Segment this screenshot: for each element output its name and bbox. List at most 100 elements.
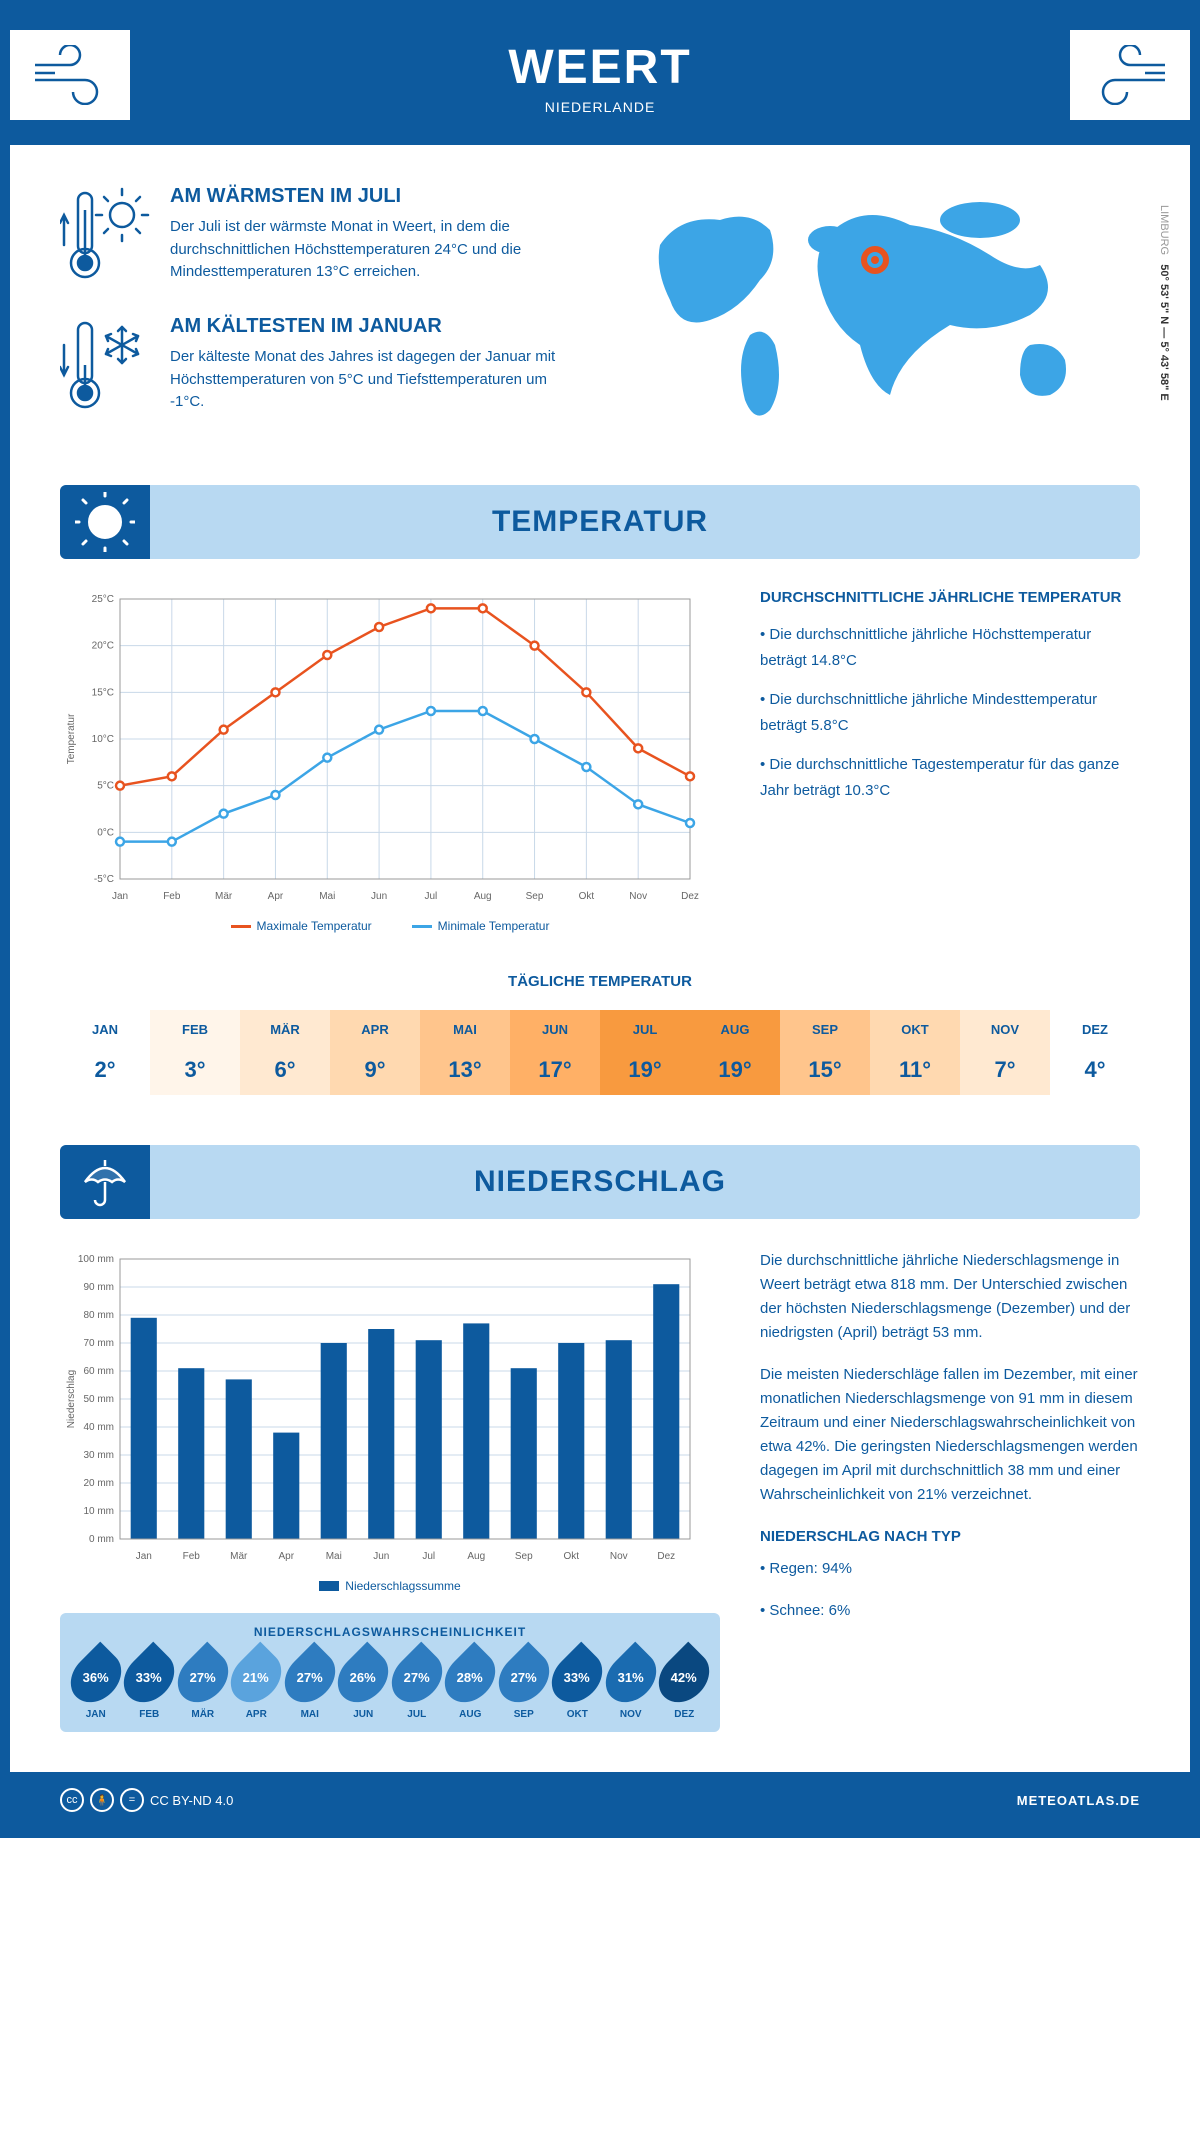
precipitation-bar-chart: 0 mm 10 mm 20 mm 30 mm 40 mm 50 mm 60 mm 70 mm 8… [60, 1249, 720, 1593]
section-title: TEMPERATUR [90, 505, 1110, 539]
world-map: LIMBURG 50° 53' 5" N — 5° 43' 58" E [620, 185, 1140, 445]
svg-text:Nov: Nov [629, 891, 647, 902]
svg-text:Dez: Dez [657, 1551, 675, 1562]
svg-text:80 mm: 80 mm [83, 1310, 114, 1321]
svg-text:10 mm: 10 mm [83, 1506, 114, 1517]
daily-cell: MÄR 6° [240, 1010, 330, 1095]
probability-drop: 31% NOV [607, 1649, 655, 1720]
intro-row: AM WÄRMSTEN IM JULI Der Juli ist der wär… [60, 185, 1140, 445]
svg-text:Jan: Jan [112, 891, 128, 902]
daily-cell: FEB 3° [150, 1010, 240, 1095]
daily-cell: JAN 2° [60, 1010, 150, 1095]
svg-text:5°C: 5°C [97, 781, 114, 792]
svg-text:15°C: 15°C [92, 687, 114, 698]
site-name: METEOATLAS.DE [1017, 1793, 1140, 1808]
header: WEERT NIEDERLANDE [10, 10, 1190, 145]
daily-temp-grid: JAN 2° FEB 3° MÄR 6° APR 9° MAI 13° JUN … [60, 1010, 1140, 1095]
svg-text:Aug: Aug [474, 891, 492, 902]
svg-text:Mär: Mär [215, 891, 233, 902]
coldest-title: AM KÄLTESTEN IM JANUAR [170, 315, 580, 338]
svg-text:-5°C: -5°C [94, 874, 114, 885]
coldest-body: Der kälteste Monat des Jahres ist dagege… [170, 346, 580, 414]
svg-text:70 mm: 70 mm [83, 1338, 114, 1349]
cc-icon: cc [60, 1788, 84, 1812]
svg-text:20°C: 20°C [92, 641, 114, 652]
probability-drop: 36% JAN [72, 1649, 120, 1720]
daily-cell: APR 9° [330, 1010, 420, 1095]
svg-text:Jan: Jan [136, 1551, 152, 1562]
svg-text:Apr: Apr [268, 891, 284, 902]
svg-text:Sep: Sep [526, 891, 544, 902]
section-header-temperature: TEMPERATUR [60, 485, 1140, 559]
probability-drop: 21% APR [233, 1649, 281, 1720]
chart-legend: Maximale Temperatur Minimale Temperatur [60, 919, 720, 933]
umbrella-icon [60, 1145, 150, 1219]
svg-text:25°C: 25°C [92, 594, 114, 605]
page-title: WEERT [30, 40, 1170, 95]
svg-text:100 mm: 100 mm [78, 1254, 114, 1265]
wind-icon [10, 30, 130, 120]
sun-icon [60, 485, 150, 559]
thermometer-snow-icon [60, 315, 150, 415]
svg-text:Okt: Okt [579, 891, 595, 902]
temperature-summary: DURCHSCHNITTLICHE JÄHRLICHE TEMPERATUR •… [760, 589, 1140, 933]
nd-icon: = [120, 1788, 144, 1812]
warmest-title: AM WÄRMSTEN IM JULI [170, 185, 580, 208]
svg-text:Mai: Mai [319, 891, 335, 902]
svg-text:Nov: Nov [610, 1551, 628, 1562]
probability-drop: 33% OKT [554, 1649, 602, 1720]
svg-text:30 mm: 30 mm [83, 1450, 114, 1461]
probability-drop: 33% FEB [126, 1649, 174, 1720]
section-title: NIEDERSCHLAG [90, 1165, 1110, 1199]
svg-text:40 mm: 40 mm [83, 1422, 114, 1433]
daily-cell: DEZ 4° [1050, 1010, 1140, 1095]
daily-temp-title: TÄGLICHE TEMPERATUR [60, 973, 1140, 990]
coldest-block: AM KÄLTESTEN IM JANUAR Der kälteste Mona… [60, 315, 580, 415]
svg-text:20 mm: 20 mm [83, 1478, 114, 1489]
svg-text:Dez: Dez [681, 891, 699, 902]
probability-drop: 27% MAI [286, 1649, 334, 1720]
temperature-line-chart: -5°C 0°C 5°C 10°C 15°C 20°C 25°C Jan Feb Mär Apr Ma… [60, 589, 720, 933]
svg-text:10°C: 10°C [92, 734, 114, 745]
daily-cell: OKT 11° [870, 1010, 960, 1095]
svg-text:0°C: 0°C [97, 827, 114, 838]
daily-cell: JUN 17° [510, 1010, 600, 1095]
daily-cell: MAI 13° [420, 1010, 510, 1095]
daily-cell: NOV 7° [960, 1010, 1050, 1095]
svg-text:Feb: Feb [163, 891, 181, 902]
probability-drop: 28% AUG [447, 1649, 495, 1720]
precipitation-probability: NIEDERSCHLAGSWAHRSCHEINLICHKEIT 36% JAN … [60, 1613, 720, 1732]
warmest-block: AM WÄRMSTEN IM JULI Der Juli ist der wär… [60, 185, 580, 285]
svg-text:Jun: Jun [371, 891, 387, 902]
footer: cc 🧍 = CC BY-ND 4.0 METEOATLAS.DE [10, 1772, 1190, 1828]
svg-text:90 mm: 90 mm [83, 1282, 114, 1293]
probability-drop: 26% JUN [340, 1649, 388, 1720]
wind-icon [1070, 30, 1190, 120]
svg-text:Jul: Jul [422, 1551, 435, 1562]
svg-text:50 mm: 50 mm [83, 1394, 114, 1405]
daily-cell: SEP 15° [780, 1010, 870, 1095]
chart-legend: Niederschlagssumme [60, 1579, 720, 1593]
warmest-body: Der Juli ist der wärmste Monat in Weert,… [170, 216, 580, 284]
license: cc 🧍 = CC BY-ND 4.0 [60, 1788, 233, 1812]
svg-text:Okt: Okt [563, 1551, 579, 1562]
svg-text:Mär: Mär [230, 1551, 248, 1562]
svg-text:Niederschlag: Niederschlag [66, 1370, 77, 1428]
svg-text:0 mm: 0 mm [89, 1534, 114, 1545]
section-header-precipitation: NIEDERSCHLAG [60, 1145, 1140, 1219]
svg-text:Aug: Aug [467, 1551, 485, 1562]
svg-text:Jul: Jul [425, 891, 438, 902]
probability-drop: 27% JUL [393, 1649, 441, 1720]
coordinates: LIMBURG 50° 53' 5" N — 5° 43' 58" E [1158, 205, 1170, 401]
precipitation-text: Die durchschnittliche jährliche Niedersc… [760, 1249, 1140, 1732]
svg-text:Mai: Mai [326, 1551, 342, 1562]
page-subtitle: NIEDERLANDE [30, 99, 1170, 115]
daily-cell: AUG 19° [690, 1010, 780, 1095]
svg-text:Temperatur: Temperatur [66, 713, 77, 764]
probability-drop: 27% MÄR [179, 1649, 227, 1720]
by-icon: 🧍 [90, 1788, 114, 1812]
thermometer-sun-icon [60, 185, 150, 285]
svg-text:Apr: Apr [278, 1551, 294, 1562]
probability-drop: 42% DEZ [661, 1649, 709, 1720]
svg-text:60 mm: 60 mm [83, 1366, 114, 1377]
